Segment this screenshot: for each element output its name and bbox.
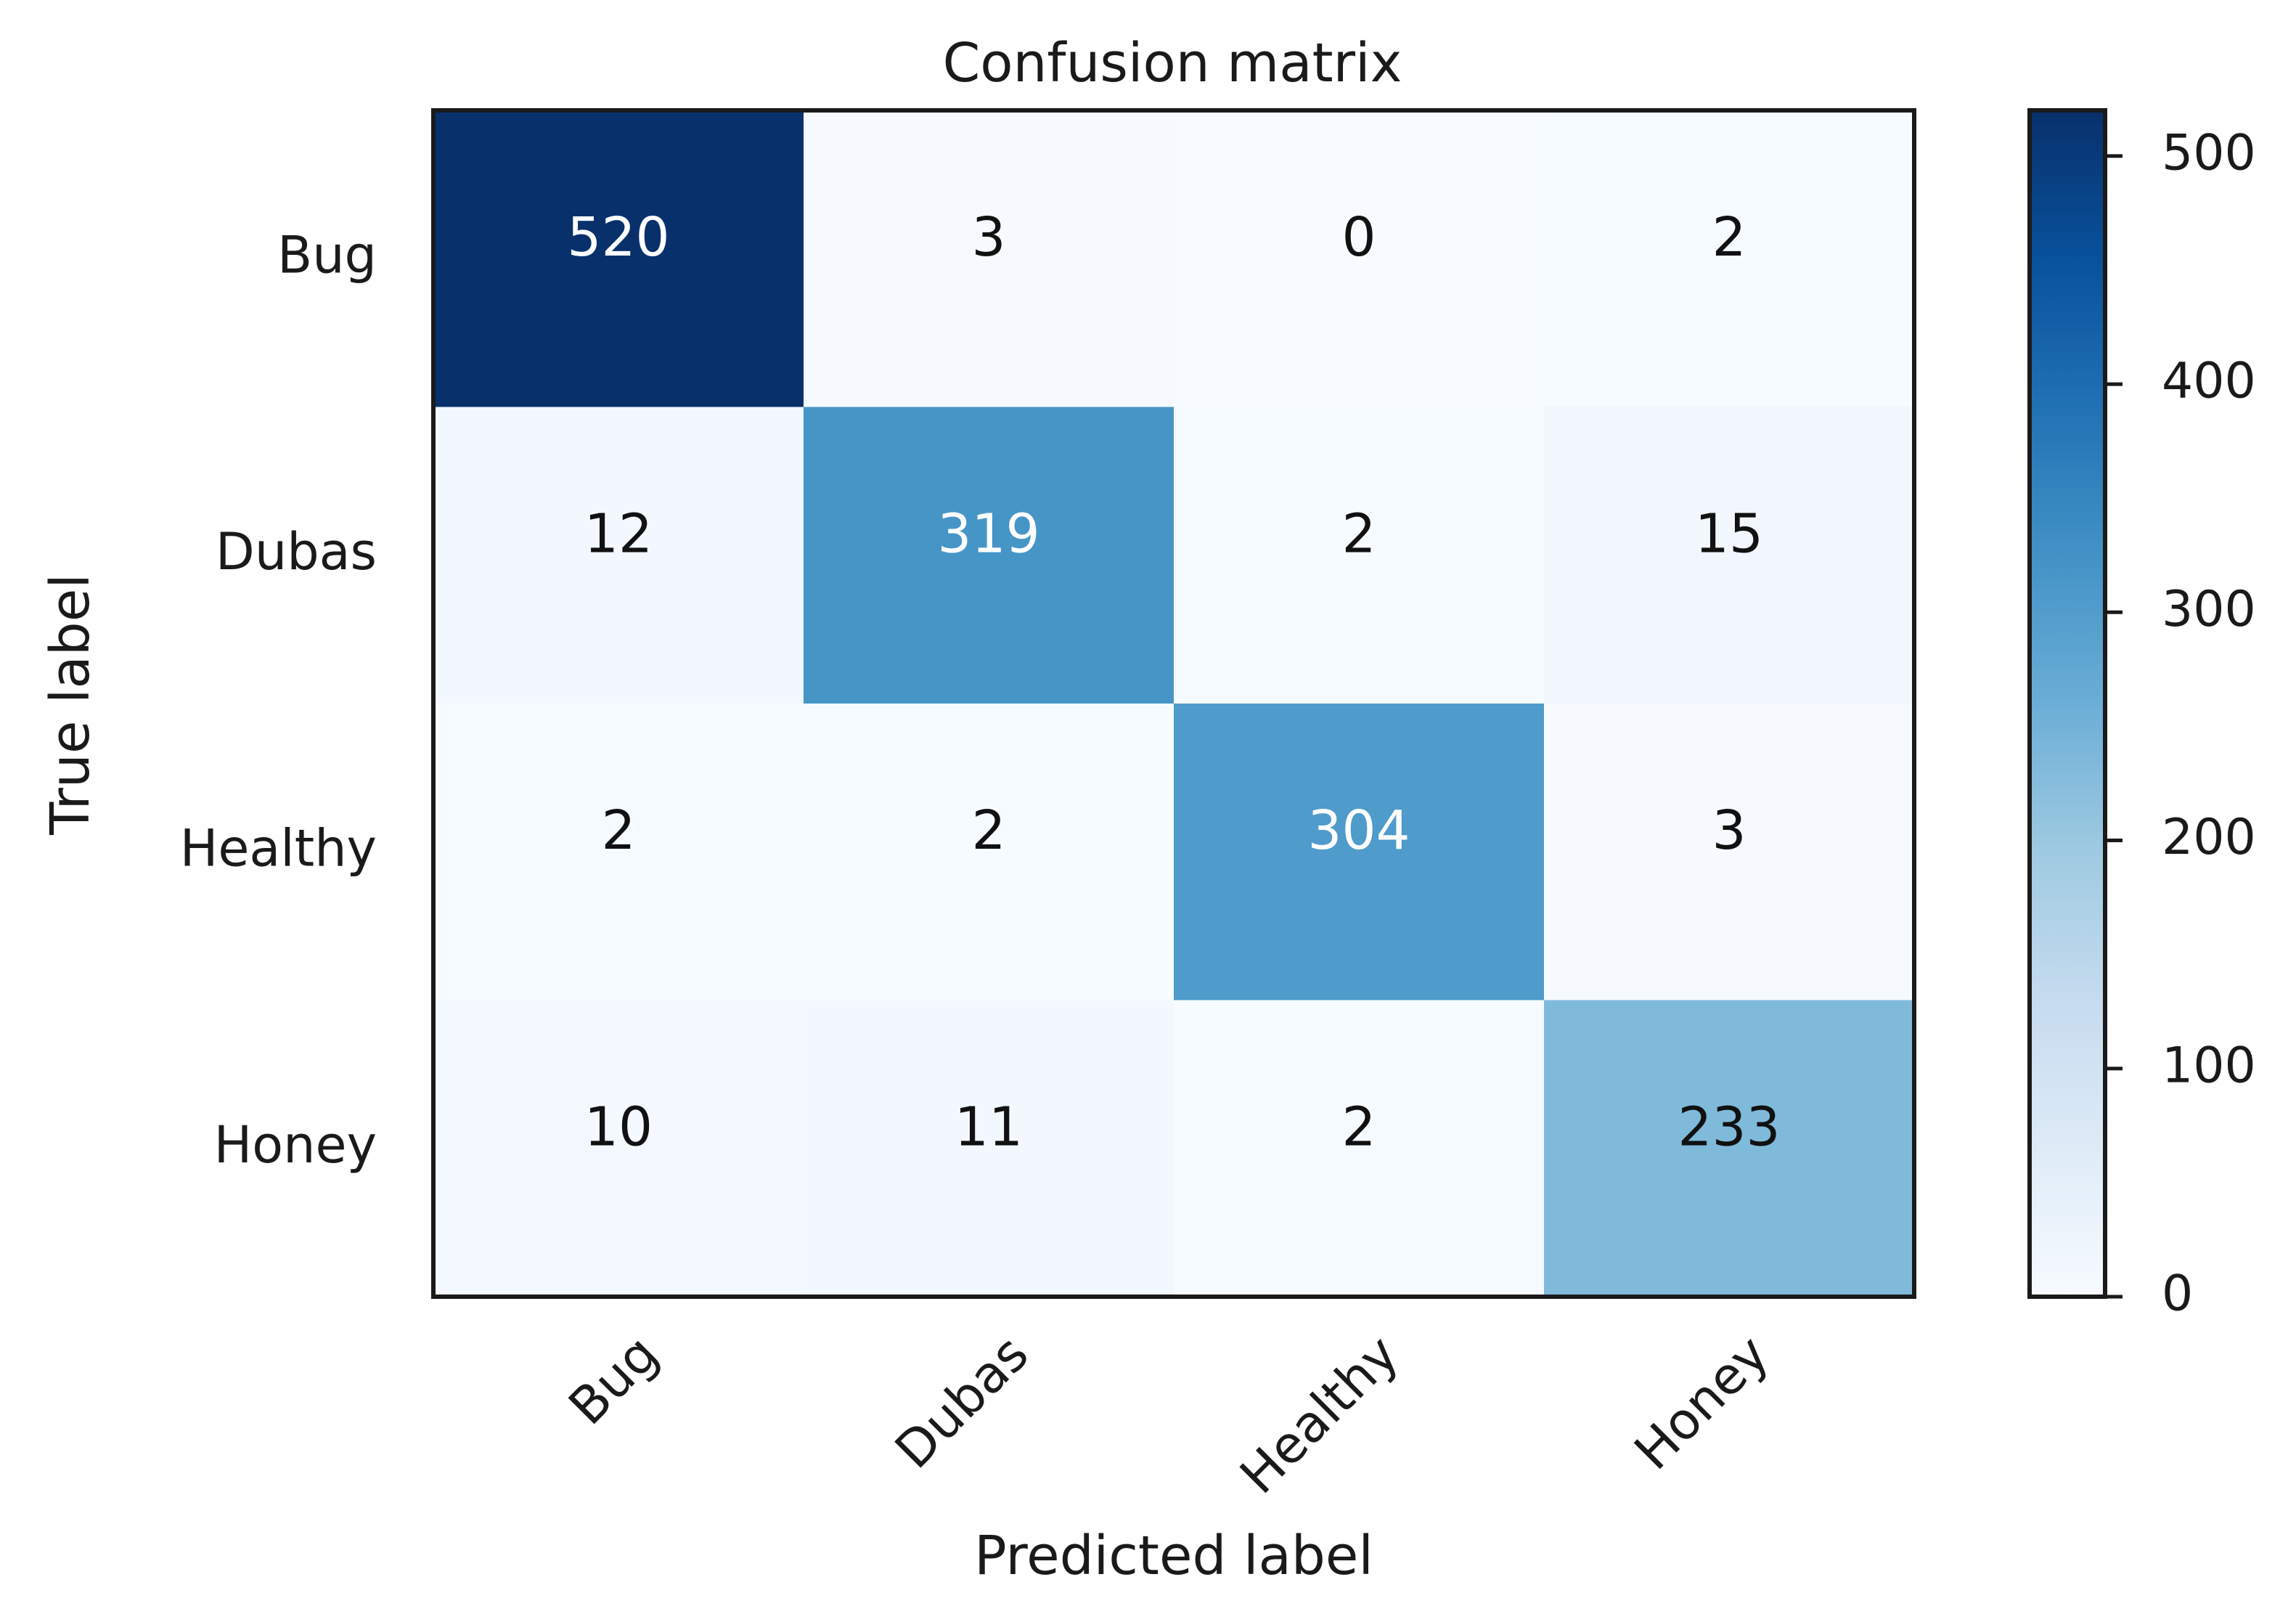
cell-value-label: 3 xyxy=(971,206,1005,269)
heatmap-cell xyxy=(804,1000,1174,1297)
cell-value-label: 11 xyxy=(955,1096,1023,1159)
colorbar-tick-label: 0 xyxy=(2162,1265,2193,1323)
heatmap-cell xyxy=(433,110,804,407)
heatmap-cell xyxy=(1174,407,1545,704)
y-tick-label: Dubas xyxy=(216,522,377,582)
x-tick-label: Bug xyxy=(557,1324,670,1436)
heatmap-cell xyxy=(1174,110,1545,407)
heatmap-cells xyxy=(433,110,1915,1297)
heatmap-cell xyxy=(1544,110,1915,407)
x-tick-labels: Bug Dubas Healthy Honey xyxy=(557,1324,1781,1505)
heatmap-cell xyxy=(1544,704,1915,1000)
colorbar-tick-label: 400 xyxy=(2162,353,2256,410)
heatmap-cell-labels: 520 3 0 2 12 319 2 15 2 2 304 3 10 11 2 233 xyxy=(567,206,1780,1159)
y-tick-labels: Bug Dubas Healthy Honey xyxy=(180,225,377,1175)
heatmap-cell xyxy=(1544,407,1915,704)
y-axis-label: True label xyxy=(39,574,102,836)
cell-value-label: 12 xyxy=(584,503,653,566)
colorbar-tick-label: 300 xyxy=(2162,581,2256,638)
cell-value-label: 10 xyxy=(584,1096,653,1159)
chart-title: Confusion matrix xyxy=(943,32,1402,94)
x-tick-label: Honey xyxy=(1623,1324,1781,1481)
heatmap-cell xyxy=(804,407,1174,704)
cell-value-label: 0 xyxy=(1341,206,1376,269)
heatmap-cell xyxy=(433,1000,804,1297)
colorbar-tick-label: 500 xyxy=(2162,124,2256,182)
x-axis-label: Predicted label xyxy=(974,1525,1373,1587)
colorbar-tick-label: 100 xyxy=(2162,1037,2256,1094)
x-tick-label: Dubas xyxy=(883,1324,1039,1480)
cell-value-label: 15 xyxy=(1695,503,1763,566)
cell-value-label: 2 xyxy=(1712,206,1746,269)
cell-value-label: 3 xyxy=(1712,799,1746,862)
y-tick-label: Healthy xyxy=(180,818,377,878)
colorbar-tick-label: 200 xyxy=(2162,809,2256,866)
colorbar xyxy=(2027,108,2107,1299)
plot-frame xyxy=(431,108,1916,1299)
colorbar-ticks: 0 100 200 300 400 500 xyxy=(2105,124,2256,1323)
x-tick-label: Healthy xyxy=(1229,1324,1410,1505)
cell-value-label: 304 xyxy=(1307,799,1410,862)
y-tick-label: Honey xyxy=(214,1115,377,1175)
heatmap-cell xyxy=(433,407,804,704)
cell-value-label: 2 xyxy=(1341,503,1376,566)
heatmap-cell xyxy=(1544,1000,1915,1297)
heatmap-cell xyxy=(804,704,1174,1000)
heatmap-cell xyxy=(1174,704,1545,1000)
heatmap-cell xyxy=(804,110,1174,407)
cell-value-label: 2 xyxy=(1341,1096,1376,1159)
cell-value-label: 2 xyxy=(971,799,1005,862)
cell-value-label: 319 xyxy=(937,503,1039,566)
cell-value-label: 233 xyxy=(1678,1096,1780,1159)
heatmap-cell xyxy=(433,704,804,1000)
heatmap-cell xyxy=(1174,1000,1545,1297)
cell-value-label: 2 xyxy=(601,799,635,862)
y-tick-label: Bug xyxy=(277,225,377,285)
cell-value-label: 520 xyxy=(567,206,669,269)
